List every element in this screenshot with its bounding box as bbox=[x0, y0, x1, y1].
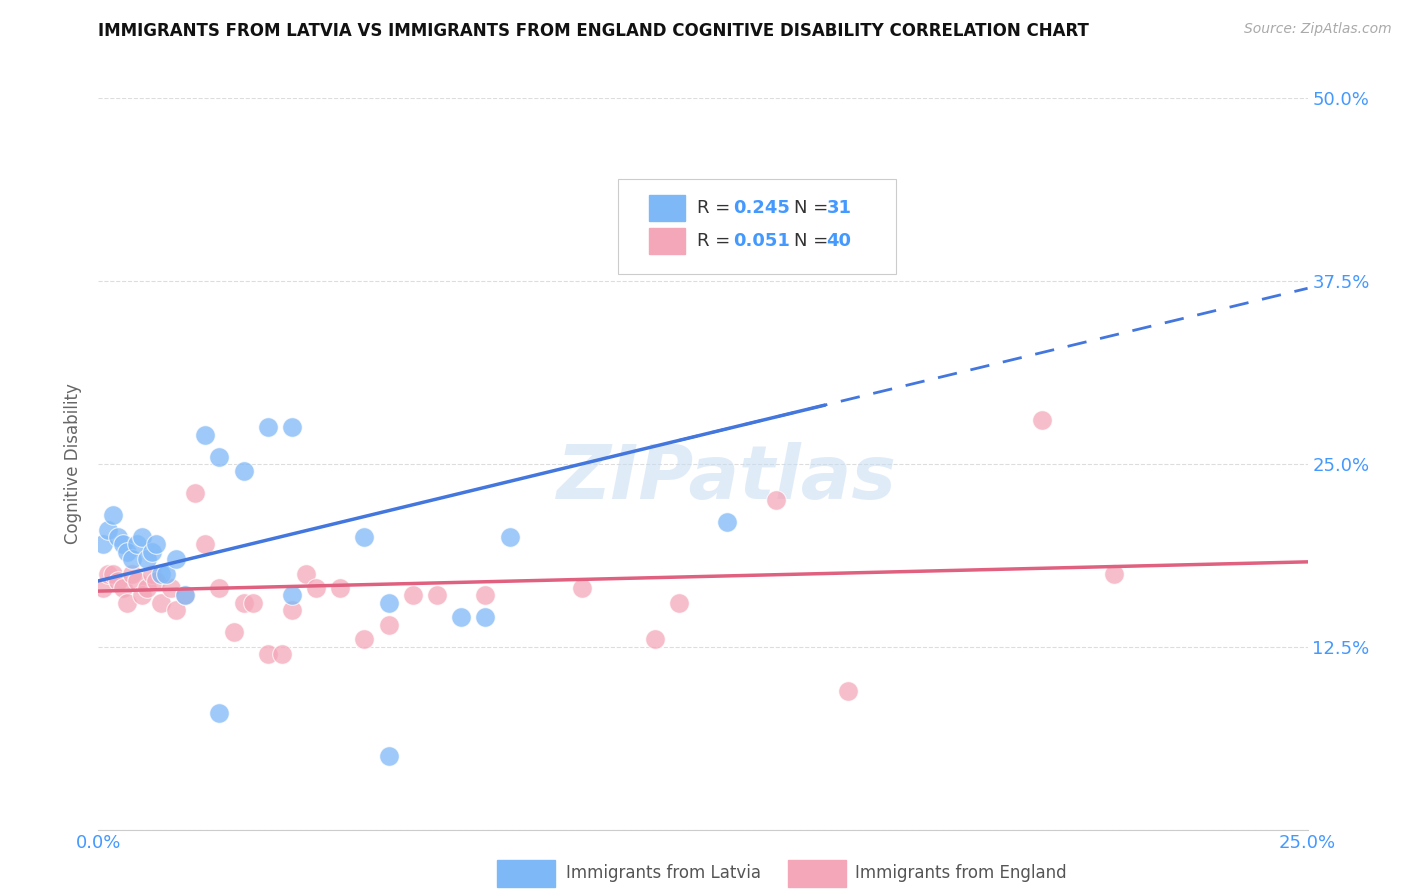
Point bbox=[281, 420, 304, 434]
Point bbox=[145, 574, 167, 588]
Point bbox=[232, 464, 254, 478]
Point bbox=[208, 450, 231, 464]
Point bbox=[131, 530, 153, 544]
Point bbox=[174, 589, 197, 603]
FancyBboxPatch shape bbox=[648, 228, 685, 253]
Point bbox=[208, 706, 231, 720]
Point bbox=[121, 566, 143, 581]
Text: IMMIGRANTS FROM LATVIA VS IMMIGRANTS FROM ENGLAND COGNITIVE DISABILITY CORRELATI: IMMIGRANTS FROM LATVIA VS IMMIGRANTS FRO… bbox=[98, 22, 1090, 40]
Point bbox=[155, 566, 177, 581]
Text: R =: R = bbox=[697, 232, 735, 250]
Point bbox=[97, 523, 120, 537]
Point bbox=[107, 574, 129, 588]
Point bbox=[150, 566, 173, 581]
Point bbox=[127, 574, 149, 588]
Point bbox=[111, 581, 134, 595]
Point bbox=[498, 530, 520, 544]
Text: 0.051: 0.051 bbox=[734, 232, 790, 250]
Point bbox=[353, 530, 375, 544]
Point bbox=[837, 683, 859, 698]
Point bbox=[305, 581, 328, 595]
Point bbox=[668, 596, 690, 610]
Point bbox=[256, 420, 278, 434]
FancyBboxPatch shape bbox=[498, 860, 555, 887]
Point bbox=[716, 516, 738, 530]
Point bbox=[450, 610, 472, 624]
Text: Source: ZipAtlas.com: Source: ZipAtlas.com bbox=[1244, 22, 1392, 37]
Point bbox=[160, 581, 183, 595]
Point bbox=[135, 581, 157, 595]
Point bbox=[208, 581, 231, 595]
Point bbox=[101, 566, 124, 581]
Text: N =: N = bbox=[793, 232, 834, 250]
Point bbox=[256, 647, 278, 661]
Point bbox=[101, 508, 124, 522]
FancyBboxPatch shape bbox=[787, 860, 845, 887]
Point bbox=[145, 537, 167, 551]
Text: Immigrants from England: Immigrants from England bbox=[855, 864, 1067, 882]
Text: 40: 40 bbox=[827, 232, 852, 250]
Point bbox=[402, 589, 425, 603]
FancyBboxPatch shape bbox=[619, 178, 897, 274]
Point bbox=[281, 603, 304, 617]
Point bbox=[165, 552, 187, 566]
Point bbox=[131, 589, 153, 603]
Point bbox=[377, 749, 399, 764]
Point bbox=[97, 566, 120, 581]
Point bbox=[135, 552, 157, 566]
Point bbox=[271, 647, 294, 661]
Point bbox=[107, 530, 129, 544]
Point bbox=[765, 493, 787, 508]
Point bbox=[184, 486, 207, 500]
Point bbox=[121, 552, 143, 566]
Y-axis label: Cognitive Disability: Cognitive Disability bbox=[65, 384, 83, 544]
Point bbox=[813, 194, 835, 208]
Text: Immigrants from Latvia: Immigrants from Latvia bbox=[567, 864, 762, 882]
Point bbox=[377, 596, 399, 610]
Point bbox=[117, 596, 139, 610]
Point bbox=[194, 537, 217, 551]
Text: R =: R = bbox=[697, 199, 735, 217]
Point bbox=[353, 632, 375, 647]
Point bbox=[426, 589, 449, 603]
Point bbox=[127, 537, 149, 551]
Point bbox=[141, 566, 163, 581]
Point bbox=[91, 581, 114, 595]
Text: 0.245: 0.245 bbox=[734, 199, 790, 217]
Point bbox=[329, 581, 352, 595]
Point bbox=[91, 537, 114, 551]
Point bbox=[242, 596, 264, 610]
Point bbox=[174, 589, 197, 603]
Point bbox=[222, 625, 245, 640]
Point bbox=[150, 596, 173, 610]
Text: ZIPatlas: ZIPatlas bbox=[557, 442, 897, 515]
Point bbox=[571, 581, 593, 595]
Point bbox=[111, 537, 134, 551]
Point bbox=[644, 632, 666, 647]
Point bbox=[1031, 413, 1053, 427]
Point bbox=[1102, 566, 1125, 581]
Point bbox=[194, 427, 217, 442]
Point bbox=[377, 617, 399, 632]
Text: N =: N = bbox=[793, 199, 834, 217]
Point bbox=[474, 610, 496, 624]
FancyBboxPatch shape bbox=[648, 195, 685, 220]
Point bbox=[165, 603, 187, 617]
Point bbox=[295, 566, 318, 581]
Point bbox=[117, 544, 139, 558]
Point bbox=[281, 589, 304, 603]
Point bbox=[141, 544, 163, 558]
Text: 31: 31 bbox=[827, 199, 852, 217]
Point bbox=[232, 596, 254, 610]
Point bbox=[474, 589, 496, 603]
